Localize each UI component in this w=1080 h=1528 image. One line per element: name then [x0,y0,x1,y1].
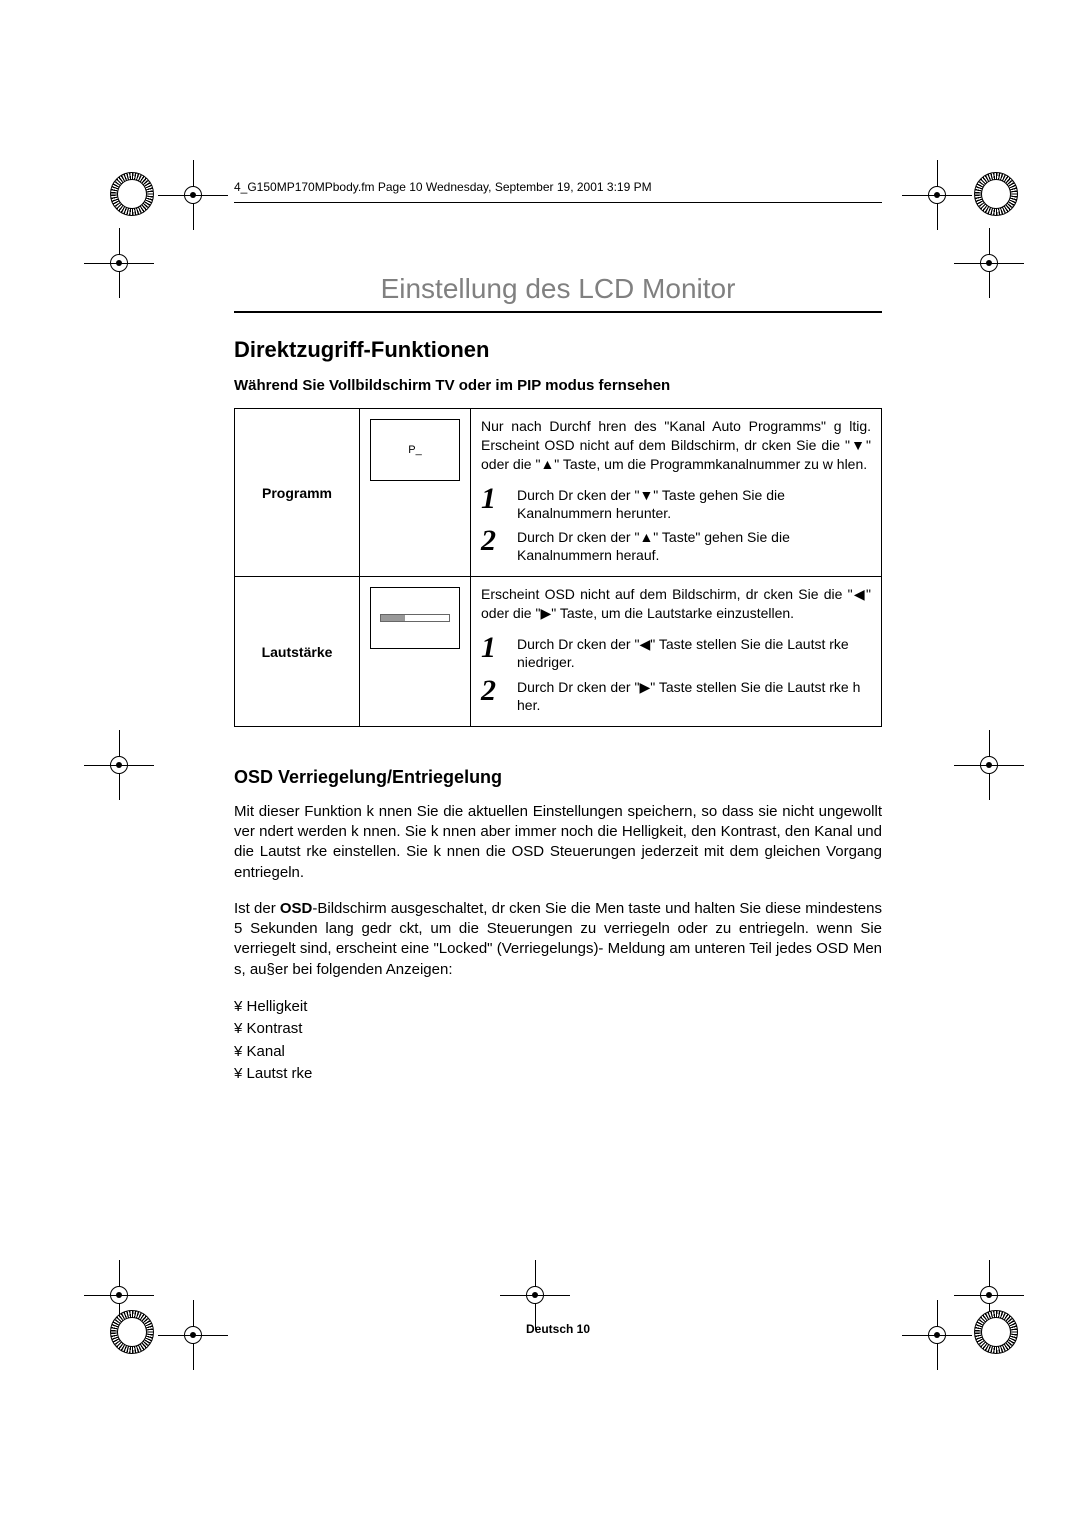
list-item: Helligkeit [234,996,882,1019]
crop-mark-icon [902,1300,972,1370]
step-text: Durch Dr cken der "▶" Taste stellen Sie … [517,676,871,714]
crop-mark-icon [974,1310,1018,1354]
functions-table: Programm P_ Nur nach Durchf hren des "Ka… [234,408,882,727]
crop-mark-icon [110,172,154,216]
crop-mark-icon [84,228,154,298]
page-content: 4_G150MP170MPbody.fm Page 10 Wednesday, … [234,180,882,1086]
row-screen: P_ [360,409,471,577]
body-paragraph: Ist der OSD-Bildschirm ausgeschaltet, dr… [234,899,882,980]
row-description: Nur nach Durchf hren des "Kanal Auto Pro… [471,409,882,577]
table-row: Programm P_ Nur nach Durchf hren des "Ka… [235,409,882,577]
step-text: Durch Dr cken der "◀" Taste stellen Sie … [517,633,871,671]
description-intro: Nur nach Durchf hren des "Kanal Auto Pro… [481,417,871,474]
step: 2 Durch Dr cken der "▶" Taste stellen Si… [481,676,871,714]
header-rule [234,202,882,203]
running-header: 4_G150MP170MPbody.fm Page 10 Wednesday, … [234,180,882,194]
page-footer: Deutsch 10 [234,1322,882,1336]
list-item: Kanal [234,1041,882,1064]
row-label: Lautstärke [235,577,360,727]
step-number: 1 [481,633,517,663]
crop-mark-icon [84,730,154,800]
step: 1 Durch Dr cken der "◀" Taste stellen Si… [481,633,871,671]
crop-mark-icon [158,160,228,230]
screen-preview-icon: P_ [370,419,460,481]
screen-preview-icon [370,587,460,649]
step: 1 Durch Dr cken der "▼" Taste gehen Sie … [481,484,871,522]
step: 2 Durch Dr cken der "▲" Taste" gehen Sie… [481,526,871,564]
step-number: 1 [481,484,517,514]
crop-mark-icon [902,160,972,230]
crop-mark-icon [954,730,1024,800]
step-number: 2 [481,676,517,706]
description-intro: Erscheint OSD nicht auf dem Bildschirm, … [481,585,871,623]
crop-mark-icon [500,1260,570,1330]
section-title: Direktzugriff-Funktionen [234,337,882,363]
para-prefix: Ist der [234,900,280,917]
step-text: Durch Dr cken der "▼" Taste gehen Sie di… [517,484,871,522]
row-label: Programm [235,409,360,577]
step-number: 2 [481,526,517,556]
row-description: Erscheint OSD nicht auf dem Bildschirm, … [471,577,882,727]
crop-mark-icon [110,1310,154,1354]
osd-section-title: OSD Verriegelung/Entriegelung [234,767,882,788]
step-text: Durch Dr cken der "▲" Taste" gehen Sie d… [517,526,871,564]
row-screen [360,577,471,727]
body-paragraph: Mit dieser Funktion k nnen Sie die aktue… [234,802,882,883]
bullet-list: Helligkeit Kontrast Kanal Lautst rke [234,996,882,1086]
section-subtitle: Während Sie Vollbildschirm TV oder im PI… [234,377,882,394]
screen-text: P_ [408,444,421,456]
para-bold: OSD [280,900,313,917]
table-row: Lautstärke Erscheint OSD nicht auf dem B… [235,577,882,727]
chapter-rule [234,311,882,313]
crop-mark-icon [974,172,1018,216]
chapter-title: Einstellung des LCD Monitor [234,273,882,305]
list-item: Lautst rke [234,1063,882,1086]
volume-bar-icon [380,614,450,622]
list-item: Kontrast [234,1018,882,1041]
crop-mark-icon [158,1300,228,1370]
para-suffix: -Bildschirm ausgeschaltet, dr cken Sie d… [234,900,882,978]
crop-mark-icon [954,228,1024,298]
